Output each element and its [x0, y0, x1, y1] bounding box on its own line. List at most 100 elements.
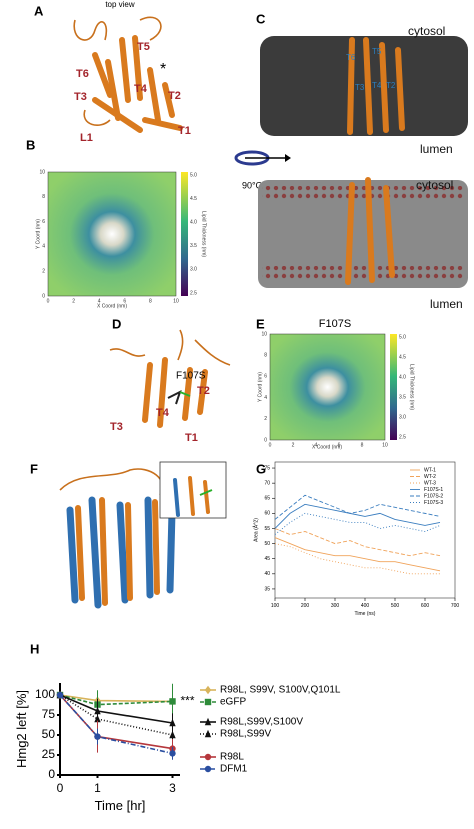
helix-label: T3: [74, 91, 87, 103]
series-line: [59, 694, 173, 724]
data-point: [94, 733, 101, 740]
y-tick-label: 75: [42, 707, 56, 721]
axis-label: X Coord (nm): [312, 444, 342, 450]
legend-label: R98L: [220, 752, 244, 763]
panel-letter: D: [112, 316, 121, 331]
data-point: [204, 729, 212, 738]
x-axis-label: Time [hr]: [95, 798, 146, 813]
panel-title: top view: [105, 0, 135, 9]
colorbar-tick-label: 2.5: [190, 290, 197, 296]
x-tick-label: 400: [361, 603, 370, 609]
x-tick-label: 100: [271, 603, 280, 609]
x-tick-label: 2: [72, 298, 75, 304]
series-line: [274, 503, 441, 529]
y-tick-label: 4: [264, 395, 267, 401]
y-tick-label: 45: [264, 556, 270, 562]
y-tick-label: 8: [42, 194, 45, 200]
colorbar-tick-label: 4.5: [399, 354, 406, 360]
helix-label: T3: [110, 421, 123, 433]
colorbar-tick-label: 2.5: [399, 434, 406, 440]
helix-label: T2: [197, 385, 210, 397]
x-tick-label: 8: [361, 442, 364, 448]
legend-label: WT-2: [424, 474, 436, 480]
helix-label: T6: [346, 53, 356, 62]
helix-label: L1: [80, 132, 93, 144]
y-tick-label: 10: [39, 169, 45, 175]
axis-label: X Coord (nm): [97, 303, 127, 309]
membrane: [260, 36, 468, 136]
y-tick-label: 75: [264, 465, 270, 471]
heatmap: [47, 171, 177, 297]
series-line: [59, 694, 173, 703]
compartment-label: lumen: [420, 142, 453, 156]
x-tick-label: 0: [47, 298, 50, 304]
y-tick-label: 100: [35, 687, 55, 701]
protein-structure: [345, 37, 405, 285]
colorbar-tick-label: 4.0: [399, 374, 406, 380]
data-point: [169, 698, 176, 705]
rotation-label: 90°C: [242, 180, 263, 190]
x-tick-label: 4: [315, 442, 318, 448]
x-tick-label: 10: [173, 298, 179, 304]
x-tick-label: 3: [169, 781, 176, 795]
data-point: [169, 718, 176, 727]
lipid-headgroups: [262, 186, 464, 200]
y-tick-label: 40: [264, 571, 270, 577]
x-tick-label: 200: [301, 603, 310, 609]
series-line: [274, 528, 441, 557]
colorbar-tick-label: 4.0: [190, 220, 197, 226]
y-tick-label: 70: [264, 480, 270, 486]
x-tick-label: 700: [451, 603, 460, 609]
y-tick-label: 0: [264, 437, 267, 443]
y-tick-label: 6: [42, 219, 45, 225]
rotation-arrow: [234, 150, 291, 166]
helix-label: T5: [137, 41, 150, 53]
legend-label: R98L,S99V,S100V: [220, 717, 303, 728]
protein-structure: [73, 16, 183, 133]
membrane: [258, 180, 468, 288]
x-tick-label: 6: [338, 442, 341, 448]
y-tick-label: 25: [42, 747, 56, 761]
colorbar-tick-label: 5.0: [190, 172, 197, 178]
colorbar-tick-label: 4.5: [190, 196, 197, 202]
helix-label: T6: [76, 68, 89, 80]
axis-label: Y Coord (nm): [257, 372, 263, 402]
colorbar-tick-label: 3.5: [190, 243, 197, 249]
colorbar-tick-label: 3.0: [399, 414, 406, 420]
legend-label: F107S-3: [424, 500, 443, 506]
x-tick-label: 2: [292, 442, 295, 448]
data-point: [56, 691, 64, 699]
panel-letter: C: [256, 11, 266, 26]
panel-letter: A: [34, 3, 44, 18]
data-point: [204, 685, 212, 695]
panel-letter: F: [30, 461, 38, 476]
helix-label: T2: [168, 90, 181, 102]
colorbar-tick-label: 3.0: [190, 267, 197, 273]
colorbar-tick-label: 3.5: [399, 394, 406, 400]
panel-letter: G: [256, 461, 266, 476]
panel-letter: B: [26, 137, 35, 152]
helix-label: T3: [355, 83, 365, 92]
x-tick-label: 1: [94, 781, 101, 795]
protein-structure: [59, 461, 227, 609]
series-line: [59, 694, 173, 755]
y-tick-label: 50: [264, 541, 270, 547]
x-tick-label: 8: [149, 298, 152, 304]
colorbar-label: Lipid Thickness (nm): [201, 211, 207, 257]
compartment-label: lumen: [430, 297, 463, 311]
helix-label: T4: [156, 407, 170, 419]
series-line: [274, 537, 441, 572]
y-axis-label: Area (Å^2): [252, 518, 259, 542]
helix-label: T4: [372, 81, 382, 90]
y-tick-label: 10: [261, 331, 267, 337]
compartment-label: cytosol: [408, 24, 445, 38]
x-tick-label: 6: [123, 298, 126, 304]
helix-label: T2: [386, 81, 396, 90]
y-tick-label: 35: [264, 586, 270, 592]
panel-letter: H: [30, 641, 39, 656]
data-point: [169, 730, 176, 739]
y-tick-label: 4: [42, 244, 45, 250]
colorbar-label: Lipid Thickness (nm): [409, 364, 415, 410]
asterisk: *: [160, 61, 166, 78]
